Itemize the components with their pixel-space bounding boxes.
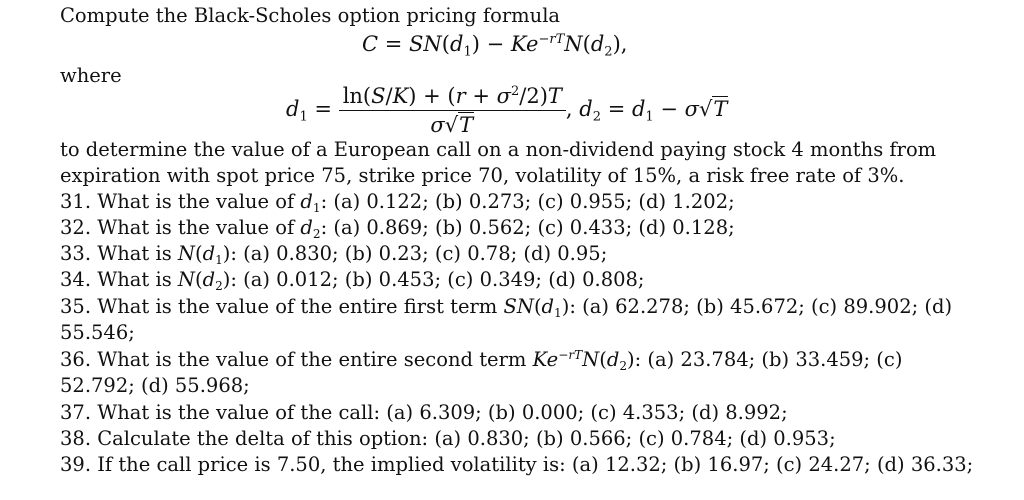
question-36: 36. What is the value of the entire seco… xyxy=(60,347,903,374)
question-36-continued: 52.792; (d) 55.968; xyxy=(60,374,250,397)
question-35-options: : (a) 62.278; (b) 45.672; (c) 89.902; (d… xyxy=(569,295,953,318)
question-34-options: : (a) 0.012; (b) 0.453; (c) 0.349; (d) 0… xyxy=(230,268,645,291)
question-32: 32. What is the value of d2: (a) 0.869; … xyxy=(60,216,735,242)
question-34: 34. What is N(d2): (a) 0.012; (b) 0.453;… xyxy=(60,268,645,294)
question-32-prompt: 32. What is the value of xyxy=(60,216,301,239)
d1-fraction: ln(S/K) + (r + σ2/2)T σ√T xyxy=(338,84,566,137)
black-scholes-formula: C = SN(d1) − Ke−rTN(d2), xyxy=(362,32,628,60)
question-32-options: : (a) 0.869; (b) 0.562; (c) 0.433; (d) 0… xyxy=(320,216,735,239)
question-31-prompt: 31. What is the value of xyxy=(60,190,301,213)
intro-text: Compute the Black-Scholes option pricing… xyxy=(60,4,561,27)
question-36-prompt: 36. What is the value of the entire seco… xyxy=(60,348,533,371)
question-38: 38. Calculate the delta of this option: … xyxy=(60,427,836,450)
question-33-options: : (a) 0.830; (b) 0.23; (c) 0.78; (d) 0.9… xyxy=(230,242,608,265)
question-31: 31. What is the value of d1: (a) 0.122; … xyxy=(60,190,735,216)
question-36-options: : (a) 23.784; (b) 33.459; (c) xyxy=(634,348,903,371)
question-35-prompt: 35. What is the value of the entire firs… xyxy=(60,295,504,318)
context-line-1: to determine the value of a European cal… xyxy=(60,138,937,161)
question-37: 37. What is the value of the call: (a) 6… xyxy=(60,401,788,424)
question-34-prompt: 34. What is xyxy=(60,268,178,291)
context-line-2: expiration with spot price 75, strike pr… xyxy=(60,164,905,187)
d1-d2-formula: d1 = ln(S/K) + (r + σ2/2)T σ√T , d2 = d1… xyxy=(286,84,729,137)
question-33: 33. What is N(d1): (a) 0.830; (b) 0.23; … xyxy=(60,242,608,268)
question-39: 39. If the call price is 7.50, the impli… xyxy=(60,453,974,476)
question-33-prompt: 33. What is xyxy=(60,242,178,265)
question-31-options: : (a) 0.122; (b) 0.273; (c) 0.955; (d) 1… xyxy=(320,190,735,213)
where-text: where xyxy=(60,64,122,87)
question-35-continued: 55.546; xyxy=(60,321,135,344)
question-35: 35. What is the value of the entire firs… xyxy=(60,295,953,321)
